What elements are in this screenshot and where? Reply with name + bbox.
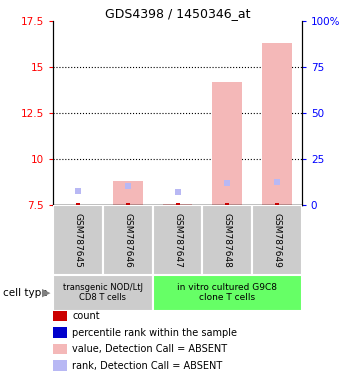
Text: cell type: cell type (3, 288, 48, 298)
Bar (262, 43, 292, 205)
Text: GSM787647: GSM787647 (173, 213, 182, 267)
Text: GSM787646: GSM787646 (123, 213, 132, 267)
Bar (113, 182, 143, 205)
Bar (153, 205, 202, 275)
Text: ▶: ▶ (42, 288, 50, 298)
Text: GSM787649: GSM787649 (272, 213, 282, 267)
Bar (212, 82, 242, 205)
Text: in vitro cultured G9C8
clone T cells: in vitro cultured G9C8 clone T cells (177, 283, 277, 303)
Bar (252, 205, 302, 275)
Bar (202, 205, 252, 275)
Text: count: count (72, 311, 100, 321)
Title: GDS4398 / 1450346_at: GDS4398 / 1450346_at (105, 7, 250, 20)
Bar (153, 275, 302, 311)
Bar (103, 205, 153, 275)
Bar (163, 204, 192, 205)
Text: percentile rank within the sample: percentile rank within the sample (72, 328, 237, 338)
Bar (53, 205, 103, 275)
Bar (53, 275, 153, 311)
Text: rank, Detection Call = ABSENT: rank, Detection Call = ABSENT (72, 361, 222, 371)
Text: value, Detection Call = ABSENT: value, Detection Call = ABSENT (72, 344, 227, 354)
Text: GSM787645: GSM787645 (73, 213, 83, 267)
Text: transgenic NOD/LtJ
CD8 T cells: transgenic NOD/LtJ CD8 T cells (63, 283, 143, 303)
Text: GSM787648: GSM787648 (223, 213, 232, 267)
